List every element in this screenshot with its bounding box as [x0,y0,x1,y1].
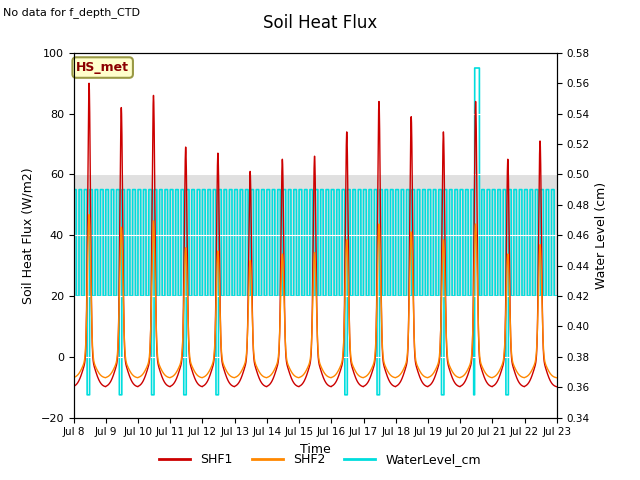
SHF1 [70,384,77,389]
WaterLevel_cm [157,187,164,192]
WaterLevel_cm [552,293,560,299]
SHF1 [157,370,164,376]
Y-axis label: Soil Heat Flux (W/m2): Soil Heat Flux (W/m2) [22,167,35,303]
SHF2 [552,375,560,381]
WaterLevel_cm [297,187,305,192]
SHF2 [396,372,404,377]
WaterLevel_cm [423,293,431,299]
SHF1 [396,379,404,385]
SHF2 [157,365,164,371]
SHF1 [423,384,431,389]
SHF1 [451,379,458,385]
SHF1 [552,384,560,389]
Y-axis label: Water Level (cm): Water Level (cm) [595,181,608,289]
Text: Soil Heat Flux: Soil Heat Flux [263,14,377,33]
WaterLevel_cm [451,293,458,299]
SHF2 [70,374,77,380]
SHF2 [297,374,305,380]
Line: WaterLevel_cm: WaterLevel_cm [74,68,557,395]
SHF1 [553,384,561,390]
X-axis label: Time: Time [300,443,331,456]
WaterLevel_cm [396,293,404,299]
SHF1 [85,80,93,86]
Text: HS_met: HS_met [76,61,129,74]
WaterLevel_cm [83,392,91,398]
Line: SHF1: SHF1 [74,83,557,387]
SHF1 [102,384,109,390]
WaterLevel_cm [70,187,77,192]
Text: No data for f_depth_CTD: No data for f_depth_CTD [3,7,140,18]
WaterLevel_cm [553,293,561,299]
Legend: SHF1, SHF2, WaterLevel_cm: SHF1, SHF2, WaterLevel_cm [154,448,486,471]
SHF2 [451,372,458,377]
SHF1 [297,383,305,388]
Line: SHF2: SHF2 [74,215,557,378]
SHF2 [423,375,431,381]
WaterLevel_cm [471,65,479,71]
Bar [74,174,557,296]
SHF2 [85,212,93,217]
SHF2 [102,375,109,381]
SHF2 [553,375,561,381]
